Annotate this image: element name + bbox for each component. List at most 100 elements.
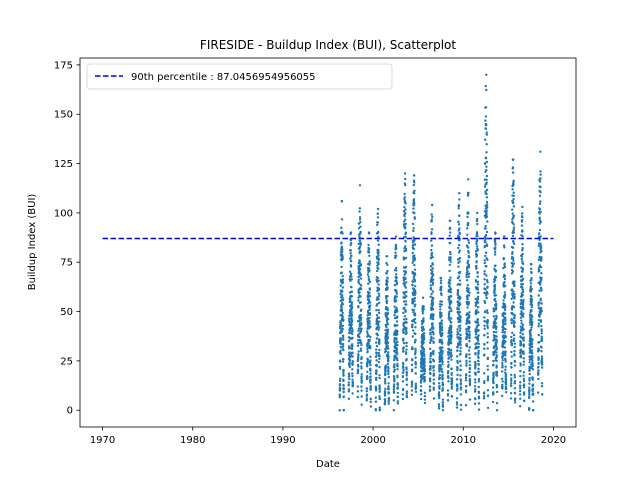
data-point (422, 332, 426, 335)
data-point (519, 384, 522, 387)
data-point (340, 241, 343, 244)
data-point (411, 359, 414, 362)
data-point (521, 252, 524, 256)
data-point (385, 271, 388, 275)
data-point (393, 378, 396, 381)
data-point (414, 321, 417, 324)
data-point (511, 264, 514, 267)
data-point (486, 311, 489, 315)
data-point (440, 293, 443, 297)
data-point (386, 309, 389, 312)
data-point (432, 386, 435, 389)
data-point (511, 188, 514, 191)
data-point (537, 258, 541, 261)
data-point (446, 369, 450, 373)
data-point (501, 364, 504, 367)
data-point (476, 301, 480, 304)
data-point (377, 288, 381, 291)
data-point (456, 349, 459, 352)
data-point (440, 303, 443, 306)
data-point (376, 216, 380, 219)
y-tick-label: 0 (67, 406, 73, 417)
data-point (465, 385, 468, 388)
data-point (377, 360, 381, 364)
data-point (359, 284, 363, 287)
data-point (476, 337, 479, 340)
data-point (529, 331, 532, 335)
data-point (529, 336, 532, 339)
data-point (530, 263, 533, 266)
data-point (522, 312, 525, 315)
data-point (486, 332, 489, 335)
data-point (403, 199, 407, 203)
data-point (339, 324, 343, 328)
data-point (404, 249, 408, 252)
data-point (423, 369, 427, 373)
data-point (384, 373, 387, 376)
data-point (494, 232, 497, 235)
data-point (474, 353, 477, 356)
data-point (468, 311, 471, 314)
data-point (528, 372, 531, 376)
data-point (368, 280, 372, 284)
data-point (504, 340, 507, 343)
data-point (351, 360, 354, 363)
data-point (484, 115, 488, 118)
data-point (351, 372, 354, 375)
data-point (458, 329, 462, 332)
data-point (540, 363, 544, 366)
data-point (538, 216, 541, 219)
data-point (540, 309, 543, 313)
data-point (377, 301, 381, 305)
data-point (386, 277, 389, 280)
data-point (522, 363, 525, 366)
data-point (475, 267, 478, 270)
data-point (522, 344, 525, 347)
data-point (365, 397, 369, 400)
data-point (504, 305, 507, 309)
data-point (468, 363, 472, 367)
data-point (349, 259, 353, 263)
data-point (482, 397, 486, 400)
y-tick-label: 100 (54, 208, 73, 219)
data-point (477, 356, 480, 360)
data-point (440, 341, 444, 344)
data-point (540, 289, 543, 292)
data-point (502, 299, 505, 302)
data-point (431, 281, 435, 285)
data-point (455, 403, 459, 406)
data-point (503, 293, 507, 296)
data-point (359, 349, 363, 352)
data-point (366, 330, 369, 333)
data-point (338, 393, 342, 396)
data-point (456, 346, 459, 349)
data-point (485, 192, 488, 196)
data-point (392, 375, 396, 378)
data-point (412, 204, 416, 207)
data-point (347, 397, 351, 401)
data-point (351, 392, 354, 395)
data-point (357, 327, 361, 330)
data-point (386, 323, 390, 326)
data-point (341, 248, 344, 251)
data-point (432, 341, 435, 344)
data-point (491, 386, 495, 389)
data-point (495, 401, 499, 405)
data-point (522, 386, 526, 389)
data-point (422, 337, 426, 340)
data-point (513, 314, 516, 317)
data-point (504, 350, 507, 353)
data-point (530, 320, 534, 323)
data-point (475, 232, 479, 235)
data-point (348, 270, 352, 273)
data-point (457, 243, 461, 247)
data-point (486, 356, 490, 360)
data-point (341, 257, 344, 260)
data-point (438, 373, 441, 377)
data-point (457, 207, 460, 210)
data-point (538, 269, 541, 272)
data-point (458, 232, 461, 236)
data-point (513, 280, 516, 283)
data-point (375, 309, 378, 312)
data-point (485, 296, 488, 300)
